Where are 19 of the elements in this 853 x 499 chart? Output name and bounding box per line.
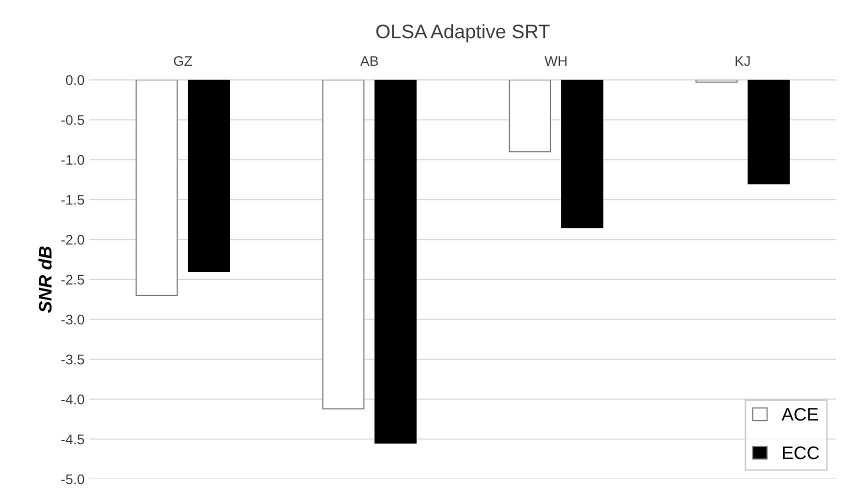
legend-label: ACE xyxy=(782,408,818,421)
x-tick-label: WH xyxy=(544,56,566,66)
y-tick-label: -3.5 xyxy=(61,354,84,364)
y-tick-label: -2.0 xyxy=(61,234,84,245)
y-tick-label: -0.5 xyxy=(61,115,84,125)
x-tick-label: GZ xyxy=(174,56,192,66)
y-tick-label: -3.0 xyxy=(61,314,84,325)
y-tick-label: -5.0 xyxy=(61,474,84,484)
y-tick-label: -1.0 xyxy=(61,155,84,165)
y-tick-label: -2.5 xyxy=(61,274,84,285)
chart-title: OLSA Adaptive SRT xyxy=(376,24,550,42)
y-tick-label: 0.0 xyxy=(66,75,84,86)
legend-label: ECC xyxy=(783,446,819,460)
y-tick-label: -4.5 xyxy=(61,434,84,444)
y-tick-label: -4.0 xyxy=(61,394,84,404)
x-tick-label: KJ xyxy=(736,56,750,66)
y-axis-title: SNR dB xyxy=(38,246,52,313)
x-tick-label: AB xyxy=(360,56,378,66)
y-tick-label: -1.5 xyxy=(61,195,84,205)
